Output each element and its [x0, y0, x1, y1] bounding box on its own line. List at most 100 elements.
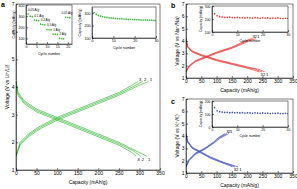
- curve: [186, 134, 238, 167]
- tick: 100: [205, 31, 214, 35]
- tick-mark: [135, 36, 136, 38]
- marks: [16, 81, 148, 156]
- tick-mark: [16, 115, 18, 116]
- tick: 100: [213, 76, 222, 84]
- curve: [16, 81, 148, 156]
- tick: 3: [12, 112, 18, 118]
- tick-label: 10: [236, 128, 240, 132]
- curve: [186, 134, 229, 167]
- tick-mark: [263, 125, 264, 127]
- point: [29, 15, 31, 17]
- point: [242, 17, 244, 19]
- point: [259, 17, 261, 19]
- point: [274, 17, 276, 19]
- point: [264, 112, 266, 114]
- point: [108, 17, 110, 19]
- point: [257, 112, 259, 114]
- axis-line: [212, 7, 213, 33]
- y-axis: 100200300400: [19, 4, 29, 45]
- point: [61, 38, 63, 40]
- axis-line: [186, 100, 187, 174]
- point: [119, 18, 121, 20]
- tick: 50: [34, 168, 40, 176]
- plot-frame: [212, 101, 288, 127]
- tick-label: 0: [185, 78, 188, 84]
- tick: 1: [182, 75, 188, 81]
- tick-label: 300: [205, 5, 211, 9]
- tick: 3: [182, 145, 188, 151]
- tick-mark: [212, 114, 214, 115]
- point: [95, 14, 97, 16]
- tick-mark: [212, 32, 214, 33]
- curve-label: 3: [253, 34, 256, 39]
- tick-mark: [186, 16, 188, 17]
- tick-label: 100: [213, 173, 222, 179]
- point: [224, 16, 226, 18]
- tick-label: 350: [289, 173, 297, 179]
- tick-label: 7: [182, 96, 185, 102]
- point: [106, 17, 108, 19]
- point: [34, 19, 36, 21]
- tick-label: 2: [182, 63, 185, 69]
- tick-label: 20: [261, 33, 265, 37]
- tick-label: 1: [182, 75, 185, 81]
- tick-mark: [288, 125, 289, 127]
- point: [144, 19, 146, 21]
- point: [219, 16, 221, 18]
- tick: 7: [12, 1, 18, 7]
- axis-line: [92, 8, 93, 39]
- tick: 10: [45, 42, 49, 49]
- inset-panel: 01020300100200Cycle numberCapacity (mAh/…: [199, 100, 291, 139]
- tick-label: 15: [56, 45, 60, 49]
- tick-mark: [186, 78, 188, 79]
- tick-mark: [186, 53, 188, 54]
- point: [239, 17, 241, 19]
- tick-label: 300: [85, 12, 91, 16]
- point: [31, 16, 33, 18]
- point: [110, 17, 112, 19]
- tick-label: 50: [199, 78, 205, 84]
- tick-mark: [16, 170, 18, 171]
- point: [59, 38, 61, 40]
- point: [40, 23, 42, 25]
- point: [252, 17, 254, 19]
- tick-mark: [57, 42, 58, 44]
- tick: 100: [53, 168, 62, 176]
- y-axis: 100200300: [205, 5, 214, 35]
- tick-label: 0: [212, 33, 214, 37]
- tick: 2: [12, 139, 18, 145]
- point: [252, 112, 254, 114]
- panel-label: b: [171, 2, 175, 9]
- curve-label: 3: [137, 157, 140, 162]
- tick-mark: [186, 148, 188, 149]
- tick: 20: [66, 42, 70, 49]
- tick-label: 350: [156, 170, 165, 176]
- tick-mark: [212, 6, 214, 7]
- tick: 300: [205, 5, 214, 9]
- curve-label: 2: [144, 77, 147, 82]
- point: [244, 17, 246, 19]
- x-axis: 0102030: [212, 30, 291, 37]
- tick-mark: [47, 42, 48, 44]
- tick-label: 150: [228, 78, 237, 84]
- tick-mark: [237, 125, 238, 127]
- point: [254, 112, 256, 114]
- point: [102, 16, 104, 18]
- point: [136, 19, 138, 21]
- tick: 10: [236, 125, 240, 132]
- point: [262, 17, 264, 19]
- tick-mark: [237, 30, 238, 32]
- tick-mark: [186, 41, 188, 42]
- tick-label: 3: [12, 112, 15, 118]
- axis-line: [213, 127, 289, 128]
- tick-label: 3: [182, 145, 185, 151]
- point: [267, 112, 269, 114]
- point: [234, 17, 236, 19]
- tick-mark: [113, 36, 114, 38]
- tick-mark: [92, 26, 94, 27]
- tick: 15: [56, 42, 60, 49]
- marks: [214, 107, 288, 115]
- tick: 10: [236, 30, 240, 37]
- point: [98, 15, 100, 17]
- point: [123, 18, 125, 20]
